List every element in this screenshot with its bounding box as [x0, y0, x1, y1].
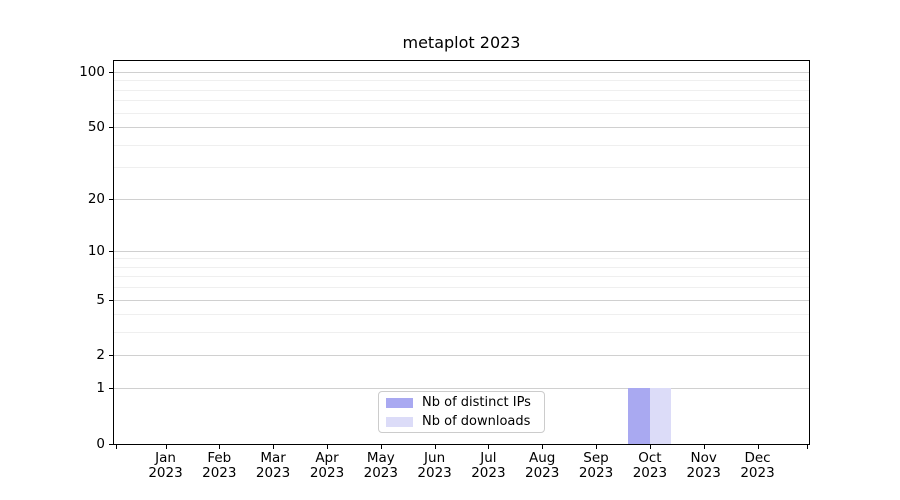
gridline-major-2 [114, 355, 809, 357]
x-tick-year: 2023 [255, 465, 291, 481]
x-tick-month: Aug [529, 450, 556, 466]
x-tick-month: Sep [583, 450, 609, 466]
gridline-major-50 [114, 126, 809, 128]
x-tick-label-mar: Mar 2023 [243, 451, 303, 481]
x-tick-month: Feb [207, 450, 232, 466]
y-tick-label-20: 20 [87, 190, 105, 207]
x-tick-label-oct: Oct 2023 [620, 451, 680, 481]
y-tick-label-0: 0 [96, 436, 105, 452]
gridline-major-100 [114, 71, 809, 73]
x-tick-month: Dec [744, 450, 771, 466]
gridline-minor-9 [114, 258, 809, 260]
gridline-minor-6 [114, 287, 809, 289]
x-tick-mark-sep [596, 445, 597, 449]
x-tick-mark-oct [649, 445, 651, 449]
y-tick-label-100: 100 [79, 63, 105, 80]
x-tick-year: 2023 [740, 465, 775, 481]
y-tick-mark-5 [109, 299, 113, 301]
x-tick-label-feb: Feb 2023 [189, 451, 249, 481]
x-tick-mark-mar [273, 445, 275, 449]
x-tick-month: Nov [690, 450, 717, 466]
x-tick-month: Oct [638, 450, 662, 466]
legend-swatch-distinct-ips [386, 397, 413, 408]
gridline-major-10 [114, 250, 809, 252]
y-tick-label-10: 10 [87, 242, 105, 259]
x-tick-mark-apr [327, 445, 328, 449]
y-tick-mark-100 [109, 71, 113, 73]
x-tick-month: Jan [155, 450, 176, 466]
legend-item-distinct-ips: Nb of distinct IPs [386, 395, 537, 410]
x-tick-year: 2023 [578, 465, 614, 481]
gridline-minor-4 [114, 314, 809, 316]
x-tick-mark-may [380, 445, 382, 449]
x-tick-month: Apr [315, 450, 339, 466]
plot-area [113, 60, 810, 445]
gridline-minor-80 [114, 89, 809, 91]
y-tick-label-2: 2 [96, 347, 105, 364]
y-tick-mark-20 [109, 198, 113, 200]
x-tick-mark-jun [434, 445, 436, 449]
gridline-minor-90 [114, 80, 809, 82]
gridline-minor-3 [114, 332, 809, 334]
x-tick-year: 2023 [632, 465, 668, 481]
x-tick-label-dec: Dec 2023 [728, 451, 788, 481]
bar-distinct-ips-oct [628, 388, 650, 444]
x-tick-mark-nov [703, 445, 705, 449]
x-tick-year: 2023 [363, 465, 398, 481]
x-tick-mark-dec [757, 445, 759, 449]
x-tick-label-jun: Jun 2023 [405, 451, 465, 481]
gridline-major-20 [114, 198, 809, 200]
x-tick-month: Mar [260, 450, 286, 466]
bar-downloads-oct [649, 388, 672, 444]
x-tick-month: Jun [424, 450, 446, 466]
gridline-major-5 [114, 299, 809, 301]
x-tick-mark-edge-1 [807, 445, 808, 449]
x-tick-label-jul: Jul 2023 [458, 451, 518, 481]
x-tick-label-may: May 2023 [351, 451, 411, 481]
x-tick-label-nov: Nov 2023 [674, 451, 734, 481]
x-tick-mark-aug [542, 445, 544, 449]
y-tick-mark-50 [109, 126, 113, 128]
y-tick-label-5: 5 [96, 291, 105, 308]
x-tick-month: May [366, 450, 395, 466]
x-tick-label-apr: Apr 2023 [297, 451, 357, 481]
gridline-minor-60 [114, 112, 809, 114]
y-tick-mark-2 [109, 355, 113, 357]
x-tick-mark-jul [488, 445, 490, 449]
y-tick-mark-10 [109, 250, 113, 252]
x-tick-mark-edge-0 [116, 445, 117, 449]
x-tick-mark-feb [219, 445, 221, 449]
legend-item-downloads: Nb of downloads [386, 414, 537, 429]
x-tick-year: 2023 [309, 465, 345, 481]
x-tick-year: 2023 [471, 465, 506, 481]
gridline-minor-8 [114, 266, 809, 268]
x-tick-label-jan: Jan 2023 [136, 451, 196, 481]
gridline-minor-40 [114, 144, 809, 146]
gridline-minor-7 [114, 276, 809, 278]
x-tick-year: 2023 [148, 465, 183, 481]
x-tick-year: 2023 [202, 465, 237, 481]
x-tick-label-sep: Sep 2023 [566, 451, 626, 481]
x-tick-label-aug: Aug 2023 [512, 451, 572, 481]
gridline-minor-70 [114, 100, 809, 102]
gridline-minor-30 [114, 167, 809, 169]
legend: Nb of distinct IPs Nb of downloads [378, 391, 545, 433]
y-tick-mark-0 [109, 444, 113, 445]
x-tick-year: 2023 [686, 465, 721, 481]
gridline-major-1 [114, 388, 809, 390]
y-tick-label-1: 1 [96, 380, 105, 397]
x-tick-year: 2023 [417, 465, 452, 481]
y-tick-label-50: 50 [87, 118, 105, 135]
x-tick-year: 2023 [525, 465, 560, 481]
x-tick-mark-jan [165, 445, 167, 449]
x-tick-month: Jul [480, 450, 497, 466]
chart-title: metaplot 2023 [402, 33, 521, 52]
legend-label-distinct-ips: Nb of distinct IPs [422, 395, 531, 410]
legend-label-downloads: Nb of downloads [422, 414, 531, 429]
y-tick-mark-1 [109, 388, 113, 390]
legend-swatch-downloads [386, 416, 413, 427]
